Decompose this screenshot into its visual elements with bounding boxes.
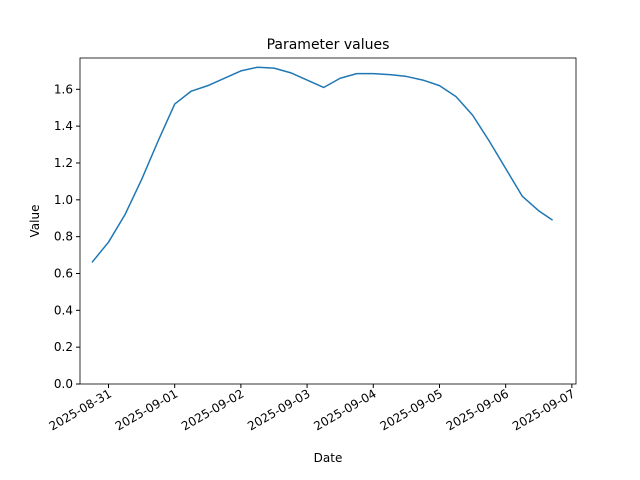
y-tick-label: 0.0 [54, 377, 73, 391]
x-tick-label: 2025-09-06 [444, 386, 511, 433]
x-tick-label: 2025-08-31 [47, 386, 114, 433]
x-tick-label: 2025-09-05 [378, 386, 445, 433]
y-tick-label: 1.4 [54, 119, 73, 133]
y-tick-label: 0.6 [54, 266, 73, 280]
x-tick-label: 2025-09-02 [179, 386, 246, 433]
y-tick-label: 0.8 [54, 230, 73, 244]
y-tick-label: 1.2 [54, 156, 73, 170]
y-tick-label: 1.6 [54, 82, 73, 96]
axes-frame [79, 57, 577, 385]
x-tick-label: 2025-09-04 [311, 386, 378, 433]
x-tick-label: 2025-09-03 [245, 386, 312, 433]
y-tick-label: 0.4 [54, 303, 73, 317]
x-axis-label: Date [314, 451, 343, 465]
x-tick-label: 2025-09-07 [510, 386, 577, 433]
y-tick-label: 0.2 [54, 340, 73, 354]
data-line [91, 66, 553, 263]
y-axis-label: Value [28, 205, 42, 238]
x-tick-label: 2025-09-01 [113, 386, 180, 433]
y-tick-label: 1.0 [54, 193, 73, 207]
chart-title: Parameter values [267, 37, 390, 53]
